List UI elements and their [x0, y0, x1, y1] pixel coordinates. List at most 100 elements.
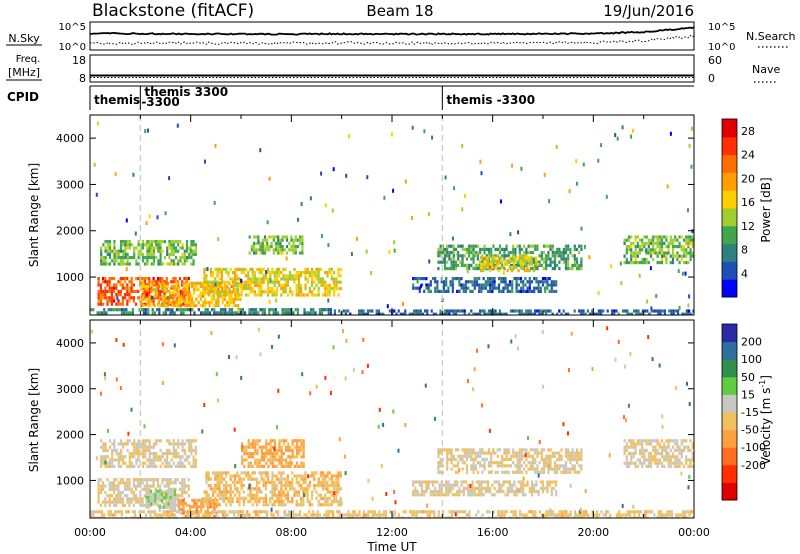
rti-cell [260, 277, 263, 281]
rti-cell [578, 267, 581, 271]
rti-cell [535, 480, 538, 484]
rti-cell [315, 471, 318, 475]
rti-cell [132, 481, 135, 485]
rti-cell [236, 474, 239, 478]
rti-cell [179, 455, 182, 459]
rti-cell [492, 461, 495, 465]
rti-cell [152, 277, 155, 281]
rti-cell [591, 510, 594, 514]
rti-cell [214, 471, 217, 475]
rti-cell [687, 235, 690, 239]
rti-speckle [213, 200, 216, 205]
rti-cell [187, 494, 190, 498]
rti-cell [452, 260, 455, 264]
rti-cell [556, 467, 559, 471]
rti-cell [289, 271, 292, 275]
rti-cell [547, 254, 550, 258]
rti-cell [527, 510, 530, 514]
rti-cell [569, 513, 572, 517]
rti-cell [501, 457, 504, 462]
rti-cell [580, 312, 583, 315]
rti-cell [446, 309, 449, 313]
rti-cell [471, 283, 474, 287]
rti-cell [242, 267, 245, 271]
rti-cell [375, 309, 378, 313]
rti-cell [178, 481, 182, 485]
rti-cell [129, 516, 132, 518]
rti-cell [130, 286, 133, 290]
rti-cell [185, 484, 188, 488]
rti-cell [157, 240, 160, 244]
rti-cell [333, 474, 336, 478]
rti-cell [104, 240, 107, 244]
rti-cell [159, 487, 162, 491]
rti-cell [103, 516, 106, 518]
rti-cell [141, 464, 145, 468]
rti-cell [360, 312, 363, 315]
rti-cell [322, 293, 325, 297]
rti-cell [297, 277, 300, 281]
rti-cell [171, 300, 174, 305]
rti-cell [526, 259, 529, 263]
rti-cell [179, 294, 183, 298]
rti-cell [151, 281, 154, 285]
rti-cell [209, 271, 212, 275]
rti-cell [117, 484, 120, 488]
rti-cell [534, 513, 537, 517]
rti-cell [497, 490, 501, 494]
rti-cell [170, 478, 173, 482]
rti-cell [378, 510, 381, 514]
rti-cell [126, 494, 129, 498]
rti-cell [102, 289, 105, 293]
rti-cell [529, 312, 532, 315]
rti-cell [126, 259, 129, 263]
rti-cell [247, 461, 250, 465]
rti-cell [97, 277, 100, 281]
rti-cell [178, 501, 181, 506]
rti-cell [431, 510, 434, 514]
rti-cell [156, 293, 160, 297]
rti-cell [296, 439, 299, 443]
rti-cell [493, 256, 496, 260]
rti-cell [306, 267, 309, 271]
rti-cell [418, 277, 421, 281]
rti-cell [227, 271, 230, 275]
rti-cell [478, 283, 481, 287]
rti-cell [255, 241, 258, 245]
rti-cell [155, 288, 158, 292]
rti-cell [470, 257, 473, 261]
rti-cell [540, 448, 543, 452]
rti-cell [480, 493, 483, 497]
rti-cell [261, 245, 264, 249]
rti-cell [507, 464, 510, 468]
rti-cell [530, 480, 534, 484]
rti-cell [106, 243, 109, 247]
rti-cell [108, 464, 112, 468]
rti-cell [212, 294, 216, 298]
rti-cell [190, 452, 193, 456]
rti-cell [220, 280, 223, 284]
rti-cell [245, 287, 248, 291]
rti-cell [108, 299, 111, 303]
colorbar-segment [722, 172, 737, 191]
rti-cell [159, 503, 162, 507]
rti-speckle [348, 134, 350, 139]
rti-cell [138, 516, 141, 518]
rti-cell [578, 251, 581, 255]
rti-cell [415, 312, 418, 315]
rti-cell [146, 300, 150, 305]
rti-cell [137, 252, 140, 256]
rti-cell [166, 464, 169, 468]
rti-cell [667, 241, 670, 245]
rti-cell [172, 445, 175, 449]
rti-cell [143, 293, 146, 297]
rti-speckle [568, 189, 571, 194]
rti-cell [414, 277, 417, 281]
rti-cell [548, 283, 551, 287]
rti-cell [339, 496, 342, 500]
rti-cell [170, 262, 173, 266]
rti-cell [92, 308, 95, 312]
rti-cell [659, 513, 662, 517]
rti-cell [520, 448, 524, 452]
rti-cell [282, 439, 285, 443]
